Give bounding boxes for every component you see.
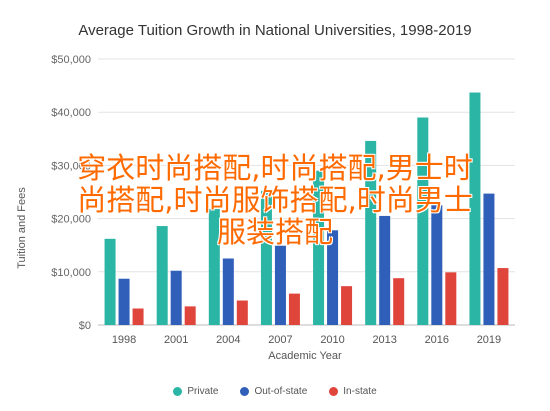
bar-out-of-state-2001: [170, 270, 182, 325]
x-tick-label: 2001: [164, 334, 188, 346]
legend-item: Out-of-state: [240, 386, 307, 397]
x-tick-label: 2016: [425, 334, 449, 346]
y-tick-label: $0: [79, 320, 91, 332]
x-axis-label: Academic Year: [268, 350, 342, 362]
legend-swatch: [329, 387, 339, 396]
legend-label: Private: [187, 386, 219, 397]
bar-private-2007: [260, 190, 272, 325]
y-tick-label: $50,000: [51, 54, 91, 66]
bar-private-2004: [208, 209, 220, 325]
x-tick-label: 1998: [112, 334, 136, 346]
bar-private-2019: [469, 92, 481, 326]
bar-in-state-1998: [132, 308, 144, 325]
legend: Private Out-of-state In-state: [0, 386, 550, 397]
y-tick-label: $30,000: [51, 160, 91, 172]
legend-swatch: [240, 387, 250, 396]
legend-item: In-state: [329, 386, 377, 397]
bar-out-of-state-2019: [483, 193, 495, 325]
bar-in-state-2007: [288, 293, 300, 325]
legend-label: Out-of-state: [254, 386, 308, 397]
x-tick-label: 2004: [216, 334, 240, 346]
x-tick-label: 2007: [268, 334, 292, 346]
bar-in-state-2010: [341, 286, 353, 325]
bar-in-state-2019: [497, 268, 509, 325]
y-tick-label: $40,000: [51, 107, 91, 119]
chart-title: Average Tuition Growth in National Unive…: [78, 22, 472, 39]
bar-private-2013: [365, 140, 377, 325]
bar-in-state-2016: [445, 272, 457, 325]
bar-in-state-2013: [393, 278, 405, 325]
x-tick-label: 2013: [372, 334, 396, 346]
bar-in-state-2001: [184, 306, 196, 325]
bar-out-of-state-2004: [222, 258, 234, 325]
bar-private-2010: [313, 170, 325, 325]
y-tick-label: $10,000: [51, 267, 91, 279]
y-tick-label: $20,000: [51, 214, 91, 226]
bar-out-of-state-2013: [379, 215, 391, 325]
bar-in-state-2004: [236, 300, 248, 325]
legend-swatch: [173, 387, 183, 396]
legend-label: In-state: [343, 386, 377, 397]
bar-out-of-state-2007: [274, 245, 286, 325]
bar-private-2001: [156, 226, 168, 325]
bar-out-of-state-2016: [431, 205, 443, 325]
bar-private-2016: [417, 117, 429, 326]
bar-private-1998: [104, 238, 116, 325]
x-tick-label: 2010: [320, 334, 344, 346]
bar-out-of-state-2010: [327, 230, 339, 325]
bar-out-of-state-1998: [118, 278, 130, 325]
legend-item: Private: [173, 386, 218, 397]
x-tick-label: 2019: [477, 334, 501, 346]
